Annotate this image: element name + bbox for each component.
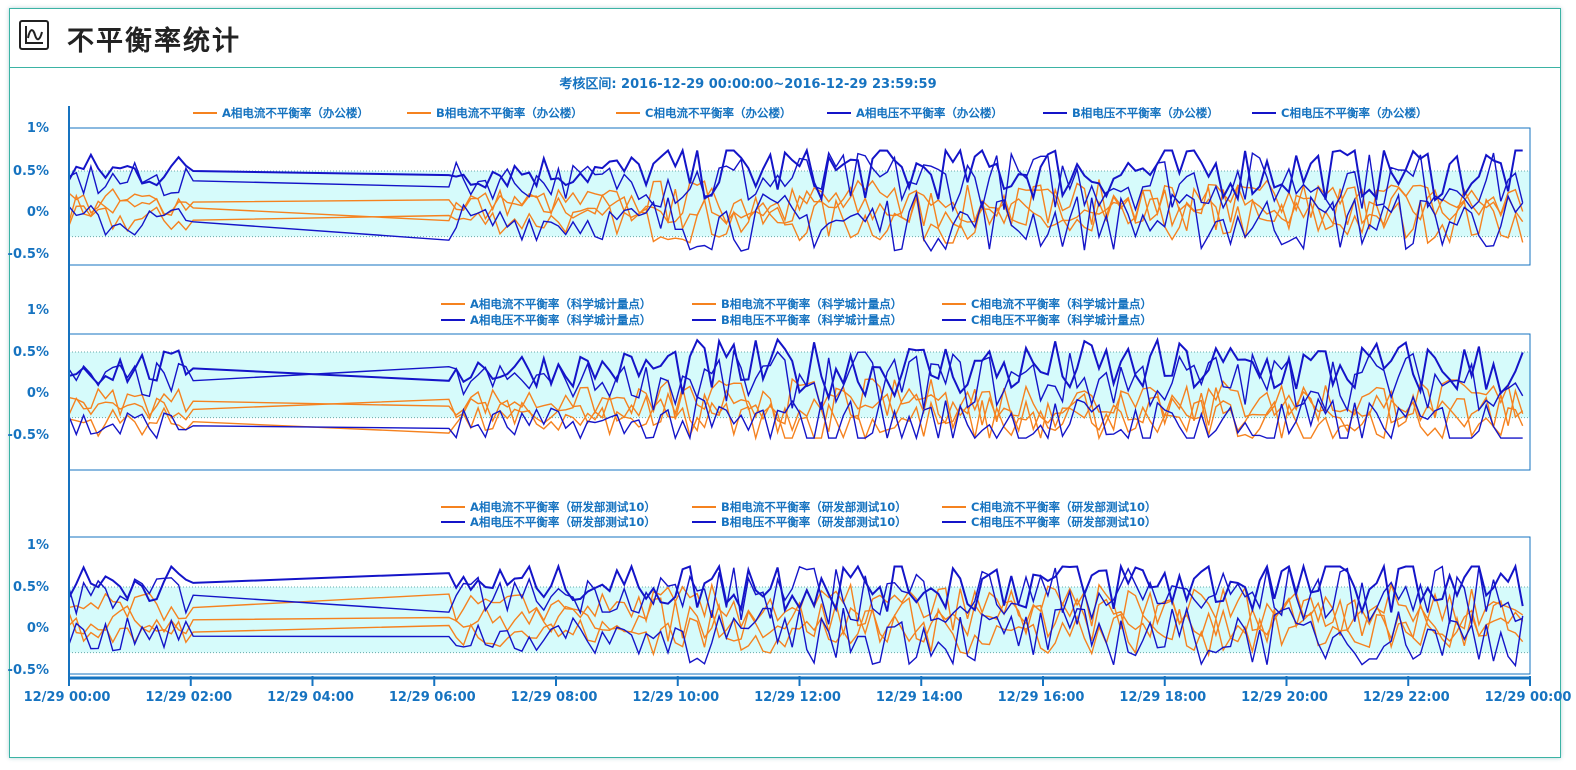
y-tick-label: 1% [27, 303, 49, 318]
waveform-icon [19, 20, 49, 50]
legend-label: C相电流不平衡率（研发部测试10） [971, 500, 1156, 514]
y-tick-label: 0.5% [13, 580, 49, 595]
series-current-c [68, 582, 1524, 633]
x-tick-label: 12/29 00:00 [1485, 690, 1572, 705]
series-voltage-b [68, 150, 1524, 213]
series-voltage-c [68, 606, 1524, 668]
series-voltage-a [68, 336, 1524, 402]
legend-label: B相电压不平衡率（研发部测试10） [721, 515, 907, 529]
series-group [68, 336, 1524, 441]
x-tick-label: 12/29 10:00 [632, 690, 719, 705]
series-voltage-c [68, 395, 1523, 441]
legend-label: C相电压不平衡率（办公楼） [1281, 106, 1427, 120]
y-tick-label: 0% [27, 386, 49, 401]
legend-label: C相电压不平衡率（科学城计量点） [971, 313, 1152, 327]
x-tick-label: 12/29 08:00 [511, 690, 598, 705]
x-tick-label: 12/29 18:00 [1119, 690, 1206, 705]
panel-1: 1% 0.5% 0% -0.5% A相电流不平衡率（办公楼） B相电流不平衡率（办公楼） C… [8, 106, 1531, 266]
legend-label: C相电流不平衡率（办公楼） [645, 106, 791, 120]
panel-2: 1% 0.5% 0% -0.5% A相电流不平衡率（科学城计量点） B相电流不平衡率（科学… [8, 297, 1531, 471]
series-current-b [68, 607, 1524, 658]
legend-label: A相电压不平衡率（科学城计量点） [470, 313, 651, 327]
series-voltage-a [68, 562, 1524, 615]
x-tick-label: 12/29 22:00 [1363, 690, 1450, 705]
y-tick-label: 0% [27, 205, 49, 220]
y-tick-label: 0% [27, 621, 49, 636]
y-tick-label: -0.5% [8, 663, 49, 678]
y-tick-label: -0.5% [8, 247, 49, 262]
x-axis: 12/29 00:00 12/29 02:00 12/29 04:00 12/29 0… [24, 676, 1572, 705]
legend-label: A相电流不平衡率（科学城计量点） [470, 297, 651, 311]
page-title: 不平衡率统计 [67, 26, 241, 57]
series-voltage-b [68, 565, 1523, 625]
series-current-a [68, 183, 1524, 232]
panel-3: 1% 0.5% 0% -0.5% A相电流不平衡率（研发部测试10） B相电流不平衡率（研… [8, 500, 1531, 678]
page-header: 不平衡率统计 [10, 9, 1560, 68]
series-voltage-c [68, 190, 1524, 253]
period-label: 考核区间: 2016-12-29 00:00:00~2016-12-29 23:… [559, 76, 936, 92]
x-tick-label: 12/29 06:00 [389, 690, 476, 705]
y-tick-label: 0.5% [13, 345, 49, 360]
legend-label: B相电流不平衡率（办公楼） [436, 106, 583, 120]
x-tick-label: 12/29 04:00 [267, 690, 354, 705]
y-tick-label: 1% [27, 121, 49, 136]
legend-label: B相电压不平衡率（办公楼） [1072, 106, 1219, 120]
legend-label: B相电流不平衡率（科学城计量点） [721, 297, 902, 311]
legend-3: A相电流不平衡率（研发部测试10） B相电流不平衡率（研发部测试10） C相电流不平… [441, 500, 1156, 529]
legend-label: B相电压不平衡率（科学城计量点） [721, 313, 902, 327]
series-group [68, 562, 1524, 668]
x-tick-label: 12/29 00:00 [24, 690, 111, 705]
x-tick-label: 12/29 02:00 [145, 690, 232, 705]
legend-label: A相电压不平衡率（研发部测试10） [470, 515, 656, 529]
series-current-a [68, 384, 1524, 436]
legend-label: A相电流不平衡率（研发部测试10） [470, 500, 656, 514]
legend-label: C相电流不平衡率（科学城计量点） [971, 297, 1152, 311]
y-tick-label: 1% [27, 538, 49, 553]
x-tick-label: 12/29 20:00 [1241, 690, 1328, 705]
series-voltage-a [68, 147, 1523, 203]
x-tick-label: 12/29 14:00 [876, 690, 963, 705]
x-tick-label: 12/29 12:00 [754, 690, 841, 705]
legend-label: B相电流不平衡率（研发部测试10） [721, 500, 907, 514]
legend-label: A相电压不平衡率（办公楼） [856, 106, 1003, 120]
tolerance-band [69, 587, 1530, 653]
legend-2: A相电流不平衡率（科学城计量点） B相电流不平衡率（科学城计量点） C相电流不平衡率… [441, 297, 1152, 327]
legend-label: C相电压不平衡率（研发部测试10） [971, 515, 1156, 529]
series-voltage-b [68, 348, 1524, 413]
y-tick-label: -0.5% [8, 428, 49, 443]
x-tick-label: 12/29 16:00 [998, 690, 1085, 705]
y-tick-label: 0.5% [13, 164, 49, 179]
series-group [68, 147, 1524, 253]
legend-label: A相电流不平衡率（办公楼） [222, 106, 369, 120]
tolerance-band [69, 171, 1530, 237]
legend-1: A相电流不平衡率（办公楼） B相电流不平衡率（办公楼） C相电流不平衡率（办公楼） A… [193, 106, 1427, 120]
series-current-c [68, 179, 1524, 226]
